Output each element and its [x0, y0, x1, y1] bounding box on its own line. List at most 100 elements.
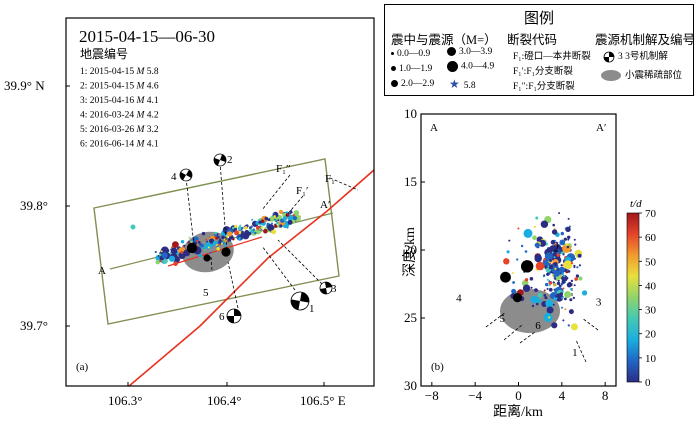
- beachball-icon: [603, 51, 615, 63]
- map-event-dot: [173, 261, 178, 267]
- map-event-dot: [252, 228, 256, 232]
- profile-event-dot: [567, 217, 570, 220]
- legend-gap: 小震稀疏部位: [601, 67, 683, 82]
- map-event-dot: [292, 214, 295, 217]
- panel-label-b: (b): [431, 361, 444, 373]
- map-event-dot: [267, 218, 271, 222]
- profile-ylabel: 深度/km: [402, 227, 418, 277]
- profile-event-dot: [508, 239, 511, 242]
- map-event-dot: [272, 212, 275, 215]
- profile-event-dot: [559, 239, 566, 246]
- map-event-dot: [227, 240, 230, 243]
- legend-mag-5: ★ 5.8: [449, 77, 476, 92]
- legend-fault-0: F₁:磴口—本井断裂: [513, 52, 591, 62]
- profile-event-dot: [551, 229, 558, 235]
- profile-event-dot: [546, 278, 549, 281]
- event-list-item: 2: 2015-04-15 M 4.6: [80, 82, 159, 92]
- profile-event-dot: [561, 306, 563, 309]
- map-event-dot: [170, 247, 178, 255]
- profile-mech-number: 3: [596, 297, 602, 309]
- profile-event-dot: [543, 294, 547, 297]
- mech-leaders: [185, 161, 359, 309]
- mag-class-label: 0.0—0.9: [397, 49, 431, 59]
- map-event-dot: [205, 242, 213, 250]
- map-event-dot: [223, 244, 226, 247]
- profile-xtick: −8: [425, 388, 439, 403]
- map-event-dot: [260, 226, 264, 230]
- star-icon: ★: [449, 77, 460, 91]
- legend-mag-1: 1.0—1.9: [391, 64, 432, 74]
- map-event-dot: [250, 225, 253, 228]
- profile-event-dot: [545, 282, 549, 287]
- profile-event-dot: [530, 295, 538, 304]
- legend-title: 图例: [523, 11, 554, 27]
- map-event-dot: [278, 209, 284, 215]
- profile-event-dot: [511, 288, 517, 294]
- mech-number: 6: [219, 311, 225, 323]
- profile-event-dot: [561, 296, 564, 299]
- profile-event-dot: [543, 313, 553, 322]
- legend-mag-2: 2.0—2.9: [391, 79, 434, 89]
- map-xtick: 106.3°: [108, 393, 142, 408]
- profile-label-A: A: [98, 265, 106, 277]
- profile-event-dot: [570, 279, 574, 283]
- profile-event-dot: [554, 243, 557, 246]
- profile-event-dot: [537, 292, 543, 298]
- profile-leaders: [485, 283, 599, 363]
- map-event-dot: [180, 250, 184, 254]
- map-event-dot: [154, 250, 157, 254]
- event-list-item: 3: 2015-04-16 M 4.1: [80, 96, 159, 106]
- mainshock-circle: [203, 254, 211, 262]
- profile-event-dot: [582, 290, 588, 296]
- map-event-dot: [271, 229, 277, 235]
- map-xtick: 106.4°: [207, 393, 241, 408]
- profile-event-dot: [558, 212, 561, 215]
- map-seismicity: [130, 209, 301, 267]
- profile-event-dot: [535, 261, 545, 271]
- profile-event-dot: [546, 272, 550, 276]
- legend-mag-3: 3.0—3.9: [447, 47, 492, 57]
- map-event-dot: [224, 240, 228, 243]
- map-event-dot: [209, 238, 215, 244]
- profile-event-dot: [546, 306, 554, 314]
- profile-event-dot: [553, 256, 556, 259]
- map-event-dot: [160, 250, 163, 253]
- profile-event-dot: [563, 275, 566, 278]
- profile-event-dot: [511, 272, 514, 275]
- event-list-item: 1: 2015-04-15 M 5.8: [80, 67, 159, 77]
- gap-label: 小震稀疏部位: [625, 71, 683, 81]
- map-event-dot: [285, 213, 290, 217]
- profile-event-dot: [522, 284, 531, 292]
- map-event-dot: [201, 231, 206, 236]
- profile-event-dot: [545, 299, 554, 308]
- profile-event-dot: [567, 238, 570, 241]
- profile-event-dot: [548, 264, 554, 270]
- map-event-dot: [274, 224, 278, 228]
- profile-event-dot: [568, 281, 572, 285]
- map-event-dot: [196, 240, 199, 243]
- mech-number: 3: [331, 283, 337, 295]
- map-ytick: 39.7°: [20, 318, 48, 333]
- profile-event-dot: [556, 253, 560, 257]
- profile-event-dot: [531, 304, 535, 308]
- profile-event-dot: [544, 252, 553, 261]
- profile-event-dot: [553, 262, 558, 267]
- profile-xtick: −4: [468, 388, 482, 403]
- map-event-dot: [275, 221, 279, 225]
- profile-frame: [420, 113, 617, 387]
- mag-dot: [447, 47, 456, 57]
- map-event-dot: [183, 244, 186, 247]
- map-event-dot: [226, 231, 233, 237]
- map-event-dot: [166, 249, 170, 253]
- map-event-dot: [221, 235, 225, 240]
- map-event-dot: [162, 258, 168, 264]
- map-event-dot: [130, 224, 136, 230]
- map-event-dot: [239, 224, 242, 227]
- map-event-dot: [244, 226, 248, 230]
- profile-event-dot: [568, 309, 574, 315]
- profile-event-dot: [544, 296, 548, 300]
- map-event-dot: [205, 238, 208, 241]
- profile-event-dot: [542, 259, 550, 267]
- map-event-dot: [258, 228, 261, 231]
